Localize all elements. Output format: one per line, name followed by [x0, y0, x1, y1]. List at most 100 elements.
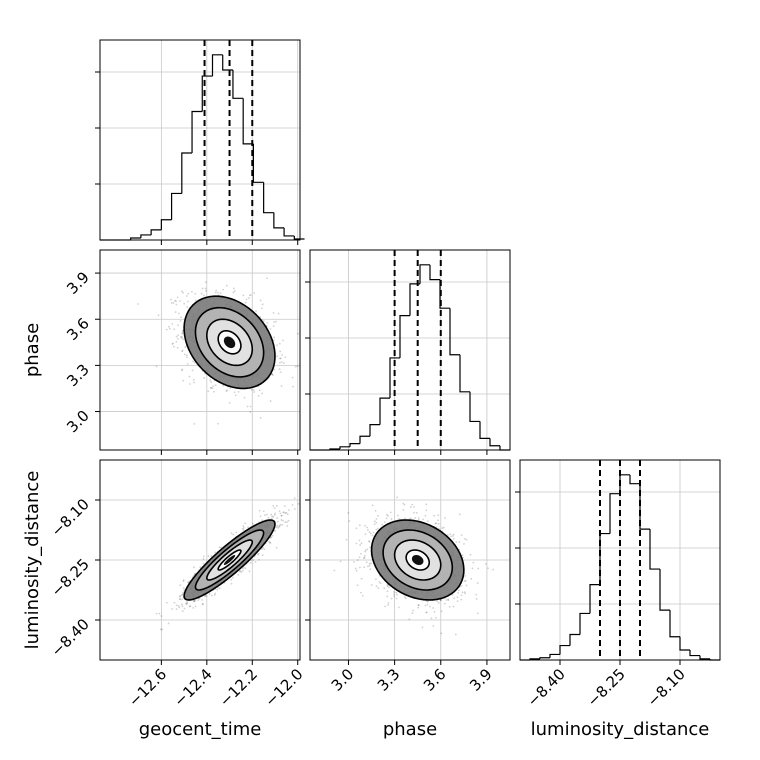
sample-point	[193, 599, 195, 602]
sample-point	[368, 540, 371, 543]
sample-point	[192, 600, 195, 603]
sample-point	[171, 343, 174, 345]
sample-point	[180, 603, 183, 606]
sample-point	[414, 517, 417, 520]
sample-point	[443, 602, 446, 605]
sample-point	[165, 328, 168, 331]
sample-point	[177, 337, 179, 340]
sample-point	[258, 558, 260, 561]
sample-point	[193, 423, 196, 425]
sample-point	[222, 384, 225, 387]
sample-point	[278, 368, 281, 371]
sample-point	[284, 356, 287, 359]
sample-point	[283, 511, 285, 514]
sample-point	[432, 607, 435, 609]
sample-point	[257, 553, 259, 556]
sample-point	[390, 518, 393, 520]
sample-point	[266, 277, 269, 280]
histogram-bin-geocent_time-18	[283, 227, 295, 237]
histogram-bin-luminosity_distance-16	[679, 636, 690, 651]
sample-point	[172, 342, 175, 345]
sample-point	[293, 508, 296, 510]
sample-point	[279, 350, 282, 353]
sample-point	[232, 576, 234, 579]
sample-point	[167, 622, 170, 625]
sample-point	[182, 587, 185, 590]
sample-point	[417, 518, 420, 521]
sample-point	[461, 591, 464, 594]
sample-point	[257, 394, 260, 397]
sample-point	[265, 513, 268, 516]
sample-point	[160, 615, 163, 617]
sample-point	[348, 520, 351, 523]
sample-point	[452, 537, 455, 540]
sample-point	[377, 514, 379, 517]
sample-point	[460, 534, 463, 537]
sample-point	[359, 566, 361, 569]
sample-point	[177, 324, 180, 327]
sample-point	[207, 555, 210, 557]
sample-point	[244, 522, 247, 525]
histogram-bin-phase-5	[359, 435, 370, 444]
xaxis-label-geocent_time: geocent_time	[139, 719, 262, 740]
sample-point	[225, 390, 228, 393]
sample-point	[386, 590, 389, 593]
sample-point	[262, 546, 265, 549]
sample-point	[282, 339, 284, 342]
sample-point	[356, 559, 359, 561]
sample-point	[276, 355, 279, 358]
histogram-layer	[100, 40, 720, 661]
sample-point	[358, 524, 361, 527]
sample-point	[273, 368, 276, 371]
sample-point	[370, 584, 373, 586]
sample-point	[179, 598, 181, 600]
sample-point	[181, 593, 184, 596]
frames-layer	[95, 39, 721, 665]
sample-point	[432, 625, 435, 627]
sample-point	[364, 550, 367, 553]
sample-point	[472, 561, 475, 564]
sample-point	[402, 508, 405, 511]
sample-point	[376, 527, 379, 530]
sample-point	[447, 599, 450, 602]
sample-point	[179, 319, 182, 322]
sample-point	[212, 385, 215, 387]
sample-point	[435, 522, 438, 525]
histogram-bin-phase-3	[339, 446, 350, 449]
sample-point	[456, 596, 459, 599]
sample-point	[246, 405, 249, 408]
sample-point	[202, 603, 204, 605]
sample-point	[403, 595, 406, 598]
sample-point	[136, 303, 139, 305]
sample-point	[291, 504, 294, 506]
sample-point	[297, 502, 300, 505]
panel-phase-vs-luminosity_distance	[333, 496, 494, 636]
sample-point	[259, 416, 262, 419]
sample-point	[375, 528, 378, 531]
sample-point	[245, 298, 248, 301]
sample-point	[385, 517, 388, 520]
sample-point	[296, 365, 299, 368]
sample-point	[253, 292, 256, 294]
sample-point	[368, 564, 371, 567]
sample-point	[429, 605, 431, 608]
sample-point	[174, 311, 177, 313]
sample-point	[276, 520, 279, 523]
sample-point	[237, 390, 240, 393]
sample-point	[201, 598, 203, 601]
sample-point	[271, 517, 273, 520]
sample-point	[192, 360, 194, 363]
sample-point	[463, 580, 466, 582]
sample-point	[240, 571, 243, 573]
sample-point	[180, 337, 183, 339]
sample-point	[281, 519, 284, 522]
sample-point	[266, 322, 269, 324]
panel-geocent_time-vs-phase	[136, 277, 299, 425]
sample-point	[276, 344, 278, 347]
sample-point	[390, 597, 393, 600]
sample-point	[475, 598, 478, 600]
sample-point	[345, 538, 348, 541]
xaxis-label-luminosity_distance: luminosity_distance	[531, 719, 710, 740]
histogram-bin-geocent_time-8	[181, 152, 193, 194]
